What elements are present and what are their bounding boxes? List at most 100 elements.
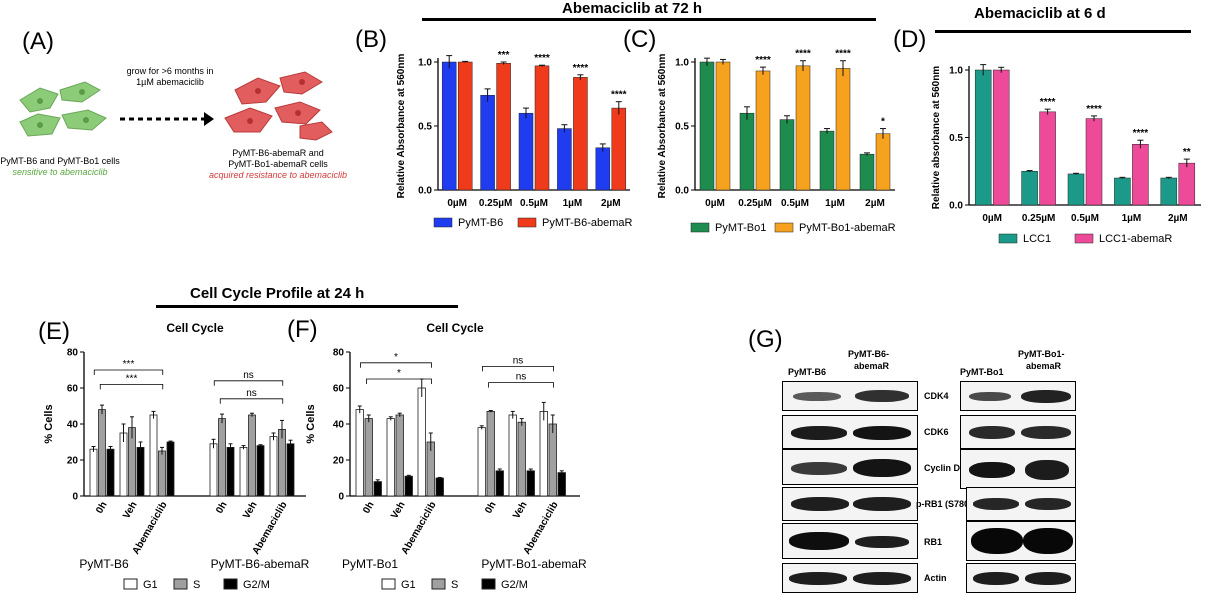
y-tick-label: 80 (67, 348, 79, 359)
significance-label: *** (123, 359, 135, 370)
y-tick-label: 60 (333, 384, 345, 395)
significance-label: **** (611, 90, 627, 101)
wb-row-cdk6: CDK6 (924, 427, 949, 437)
wb-row-prb1: p-RB1 (S780) (916, 499, 973, 509)
wb-band-rb1-right (966, 521, 1076, 561)
legend-label-LCC1-abemaR: LCC1-abemaR (1099, 233, 1172, 245)
legend-swatch-G2/M (223, 578, 238, 590)
x-tick-label: 0.5µM (520, 198, 548, 209)
y-tick-label: 0 (338, 492, 344, 503)
significance-bracket (213, 380, 284, 386)
bar-PyMT-Bo1-abemaR (875, 133, 891, 191)
bar-G2/M (495, 470, 504, 497)
x-tick-label: Veh (241, 500, 259, 521)
bar-G1 (269, 436, 278, 497)
x-tick-label: 2µM (865, 198, 885, 209)
x-tick-label: 0µM (447, 198, 467, 209)
bar-G1 (477, 427, 486, 497)
legend-swatch-PyMT-Bo1-abemaR (774, 222, 794, 233)
group-label: PyMT-Bo1 (342, 557, 398, 571)
legend-swatch-G2/M (481, 578, 496, 590)
bar-G2/M (106, 448, 115, 497)
bar-G1 (119, 432, 128, 497)
x-tick-label: 2µM (1168, 213, 1188, 224)
bar-S (548, 423, 557, 497)
y-tick-label: 20 (333, 456, 345, 467)
significance-label: * (394, 352, 398, 363)
wb-band-cdk4-right (960, 381, 1076, 411)
legend-label-S: S (193, 579, 200, 591)
chart-title-e: Cell Cycle (166, 321, 224, 335)
legend-label-PyMT-Bo1-abemaR: PyMT-Bo1-abemaR (799, 222, 896, 234)
bar-G1 (89, 448, 98, 497)
bar-PyMT-B6-abemaR (611, 107, 627, 191)
wb-band-cdk4-left (782, 381, 918, 411)
western-blot: PyMT-B6 PyMT-B6- abemaR PyMT-Bo1 PyMT-Bo… (770, 345, 1100, 595)
y-tick-label: 0.0 (675, 186, 689, 197)
y-axis-label: Relative Absorbance at 560nm (396, 54, 407, 199)
bar-S (158, 450, 166, 497)
sensitive-cells-icon (19, 81, 107, 137)
panel-label-g: (G) (748, 326, 783, 353)
chart-c: 0.0 0.5 1.0 Relative Absorbance at 560nm 0µM… (657, 49, 896, 234)
bar-LCC1 (1114, 177, 1131, 206)
bar-G2/M (166, 441, 175, 497)
chart-b: 0.0 0.5 1.0 Relative Absorbance at 560nm 0µM… (396, 50, 633, 229)
bar-S (395, 414, 404, 497)
y-axis-label: % Cells (305, 404, 317, 443)
legend-label-G1: G1 (143, 579, 158, 591)
legend-swatch-LCC1 (998, 233, 1018, 244)
bar-PyMT-Bo1 (859, 153, 875, 191)
group-label: PyMT-B6 (79, 557, 129, 571)
y-tick-label: 1.0 (675, 58, 689, 69)
legend-label-G2/M: G2/M (501, 579, 528, 591)
legend-swatch-S (431, 578, 446, 590)
bar-G2/M (526, 470, 535, 497)
significance-label: ns (243, 370, 254, 381)
significance-label: **** (755, 55, 771, 66)
bar-S (517, 421, 526, 497)
legend-label-PyMT-Bo1: PyMT-Bo1 (715, 222, 766, 234)
y-tick-label: 0.0 (418, 186, 432, 197)
bar-LCC1-abemaR (1178, 162, 1196, 206)
arrow-head-icon (204, 112, 214, 126)
resistant-cells-icon (224, 71, 333, 141)
y-tick-label: 0.5 (418, 122, 432, 133)
header-cellcycle: Cell Cycle Profile at 24 h (190, 285, 365, 302)
x-tick-label: 0µM (982, 213, 1002, 224)
significance-bracket (482, 366, 554, 372)
x-tick-label: 1µM (563, 198, 583, 209)
y-tick-label: 80 (333, 348, 345, 359)
bar-PyMT-Bo1-abemaR (795, 65, 811, 191)
legend-label-LCC1: LCC1 (1023, 233, 1051, 245)
wb-band-prb1-right (966, 487, 1076, 521)
panel-label-f: (F) (287, 316, 318, 343)
bar-PyMT-B6-abemaR (457, 61, 473, 191)
x-tick-label: 1µM (1122, 213, 1142, 224)
bar-S (278, 429, 286, 497)
bar-G2/M (256, 445, 265, 497)
significance-label: ns (516, 372, 527, 383)
bar-PyMT-Bo1 (779, 119, 795, 191)
significance-label: **** (835, 49, 851, 60)
bar-G1 (508, 414, 517, 497)
y-tick-label: 0.5 (675, 122, 689, 133)
bar-PyMT-B6 (557, 128, 572, 191)
legend-swatch-PyMT-B6-abemaR (517, 217, 537, 228)
bar-PyMT-Bo1 (699, 61, 715, 191)
bar-PyMT-B6 (441, 61, 457, 191)
bar-PyMT-B6-abemaR (573, 77, 588, 191)
bar-PyMT-B6 (518, 112, 534, 191)
bar-S (486, 411, 495, 497)
wb-col-b6: PyMT-B6 (788, 367, 827, 377)
panel-label-c: (C) (623, 26, 657, 53)
bar-PyMT-B6 (480, 95, 495, 191)
bar-LCC1 (1067, 173, 1085, 206)
x-tick-label: 0h (361, 500, 376, 516)
y-tick-label: 40 (67, 420, 79, 431)
legend-label-PyMT-B6-abemaR: PyMT-B6-abemaR (542, 217, 633, 229)
right-caption-2: PyMT-Bo1-abemaR cells (228, 159, 328, 169)
significance-label: *** (126, 373, 138, 384)
header-72h-line (422, 18, 876, 21)
